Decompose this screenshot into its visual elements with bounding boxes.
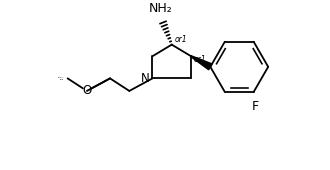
Text: or1: or1: [175, 35, 187, 44]
Text: or1: or1: [194, 55, 207, 64]
Text: F: F: [252, 100, 259, 113]
Text: methoxy
group: methoxy group: [57, 77, 64, 80]
Polygon shape: [191, 56, 212, 70]
Text: N: N: [141, 72, 150, 85]
Text: NH₂: NH₂: [148, 2, 172, 15]
Text: O: O: [82, 84, 91, 97]
